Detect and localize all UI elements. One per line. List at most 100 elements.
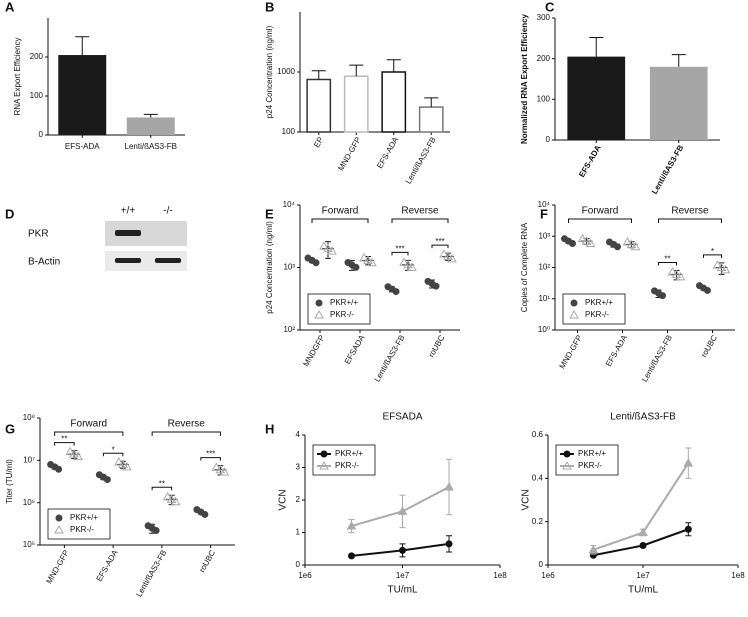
y-tick-label: 300 (537, 13, 551, 22)
group-label: Forward (582, 206, 619, 217)
legend-marker (569, 309, 579, 319)
x-tick-label: 1e6 (298, 571, 312, 580)
y-tick-label: 100 (30, 91, 44, 100)
marker (219, 467, 230, 476)
x-tick-label: EFS-ADA (95, 548, 120, 583)
x-tick-label: Lenti/ßAS3-FB (373, 334, 407, 384)
group-bracket (311, 218, 369, 223)
x-tick-label: 1e6 (541, 571, 555, 580)
series-line (592, 462, 690, 551)
marker (323, 243, 333, 253)
y-tick-label: 1 (296, 528, 301, 537)
marker (683, 458, 694, 467)
x-tick-label: Lenti/ßAS3-FB (134, 549, 168, 599)
error-bar (671, 54, 686, 67)
bar (126, 117, 175, 135)
x-tick-label: Lenti/ßAS3-FB (404, 136, 438, 186)
sig-bracket (102, 452, 124, 457)
x-tick-label: roUBC (427, 333, 447, 358)
sig-label: ** (61, 435, 67, 444)
legend-label: PKR-/- (578, 461, 602, 470)
y-tick-label: 10³ (538, 231, 550, 240)
marker (397, 506, 408, 515)
band (115, 258, 141, 263)
legend-label: PKR-/- (330, 310, 354, 319)
y-tick-label: 10¹ (538, 294, 550, 303)
error-bar (715, 262, 728, 275)
y-axis-label: Normalized RNA Export Efficiency (520, 13, 529, 144)
marker (443, 251, 453, 260)
marker (704, 286, 711, 294)
marker (659, 292, 666, 300)
row-label: PKR (28, 229, 49, 240)
legend-label: PKR+/+ (330, 298, 358, 307)
x-tick-label: MND-GFP (336, 136, 362, 173)
y-tick-label: 3 (296, 463, 301, 472)
y-tick-label: 10³ (283, 263, 295, 272)
error-bar (349, 64, 364, 77)
y-tick-label: 0 (546, 135, 551, 144)
panel-letter: G (5, 421, 15, 436)
x-tick-label: EFS-ADA (577, 143, 603, 178)
marker (346, 520, 357, 530)
x-tick-label: EFS-ADA (375, 135, 400, 170)
legend-label: PKR-/- (585, 310, 609, 319)
y-tick-label: 10⁸ (23, 413, 35, 422)
x-tick-label: Lenti/ßAS3-FB (640, 334, 674, 384)
y-axis-label: p24 Concentration (ng/ml) (265, 25, 274, 118)
error-bar (75, 36, 90, 56)
marker (432, 282, 440, 290)
legend-marker (562, 460, 572, 470)
legend-box (47, 508, 111, 540)
y-tick-label: 0 (296, 560, 301, 569)
group-label: Reverse (401, 206, 439, 217)
y-axis-label: p24 Concentration (ng/ml) (265, 221, 274, 314)
marker (348, 552, 356, 560)
x-axis-label: TU/mL (388, 585, 418, 596)
legend-marker (320, 450, 328, 458)
x-tick-label: 1e7 (636, 571, 650, 580)
sig-label: *** (206, 450, 215, 459)
group-bracket (658, 218, 722, 223)
legend-marker (563, 450, 571, 458)
group-label: Forward (322, 206, 359, 217)
error-bar (589, 37, 604, 57)
marker (399, 546, 406, 554)
group-bracket (391, 218, 449, 223)
marker (716, 262, 727, 271)
marker (614, 243, 621, 251)
legend-label: PKR-/- (335, 461, 359, 470)
marker (444, 481, 454, 491)
band (115, 230, 141, 236)
marker (399, 257, 409, 267)
marker (327, 246, 337, 255)
panel-letter: A (5, 0, 15, 14)
marker (103, 476, 111, 484)
sig-bracket (200, 457, 221, 461)
y-tick-label: 10⁴ (538, 200, 551, 209)
band (155, 258, 181, 263)
y-tick-label: 200 (537, 54, 551, 63)
marker (577, 233, 588, 243)
marker (439, 249, 449, 258)
legend-box (312, 444, 376, 476)
y-axis-label: VCN (521, 489, 532, 510)
panel-letter: F (540, 206, 548, 221)
x-tick-label: Lenti/ßAS3-FB (650, 143, 685, 195)
marker (312, 259, 320, 267)
sig-label: *** (395, 244, 404, 253)
x-tick-label: 1e8 (493, 571, 507, 580)
chart-title: EFSADA (382, 412, 422, 423)
sig-bracket (431, 244, 449, 249)
x-tick-label: roUBC (197, 548, 217, 573)
bar (418, 106, 444, 133)
sig-label: * (711, 247, 714, 256)
x-tick-label: EP (312, 136, 325, 150)
x-tick-label: Lenti/ßAS3-FB (125, 142, 177, 151)
sig-bracket (658, 262, 677, 266)
y-axis-label: RNA Export Efficiency (13, 37, 22, 115)
legend-box (562, 293, 626, 325)
marker (626, 239, 637, 248)
x-tick-label: EFS-ADA (65, 142, 100, 151)
sig-bracket (151, 486, 173, 491)
